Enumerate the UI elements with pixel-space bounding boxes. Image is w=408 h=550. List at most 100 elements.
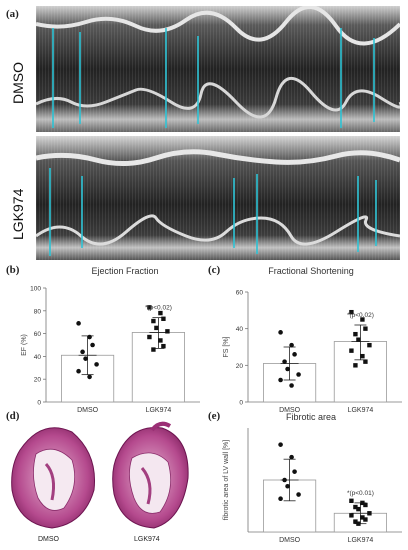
panel-label-d: (d) bbox=[6, 410, 20, 422]
data-point-lgk974 bbox=[363, 517, 368, 522]
x-tick-label: LGK974 bbox=[146, 407, 172, 414]
data-point-lgk974 bbox=[360, 353, 365, 359]
data-point-lgk974 bbox=[353, 331, 358, 337]
data-point-lgk974 bbox=[147, 305, 152, 310]
data-point-dmso bbox=[296, 372, 301, 377]
data-point-lgk974 bbox=[360, 317, 365, 322]
significance-annotation: *(p<0.01) bbox=[347, 490, 374, 497]
x-tick-label: LGK974 bbox=[348, 537, 374, 544]
data-point-lgk974 bbox=[353, 519, 358, 524]
chart-title-fs: Fractional Shortening bbox=[268, 266, 354, 276]
echo-image-lgk974 bbox=[36, 136, 400, 260]
y-tick-label: 20 bbox=[34, 377, 42, 384]
data-point-lgk974 bbox=[154, 325, 159, 331]
data-point-dmso bbox=[285, 483, 290, 489]
echo-markers-dmso bbox=[52, 28, 375, 128]
data-point-dmso bbox=[87, 374, 92, 380]
chart-ef: 0 20 40 60 80 100 EF (%) DMSO LGK974 *(p<0.02) bbox=[21, 286, 200, 414]
data-point-dmso bbox=[285, 366, 290, 372]
data-point-lgk974 bbox=[161, 343, 166, 349]
chart-title-ef: Ejection Fraction bbox=[91, 266, 159, 276]
data-point-dmso bbox=[278, 442, 283, 447]
x-tick-label: LGK974 bbox=[348, 407, 374, 414]
data-point-lgk974 bbox=[151, 318, 156, 324]
data-point-lgk974 bbox=[165, 329, 170, 334]
y-tick-label: 0 bbox=[37, 400, 41, 407]
data-point-lgk974 bbox=[161, 316, 166, 321]
histology-image bbox=[11, 421, 189, 529]
data-point-dmso bbox=[292, 469, 297, 474]
histology-caption-lgk974: LGK974 bbox=[134, 536, 160, 543]
y-tick-label: 60 bbox=[34, 331, 42, 338]
y-axis-label: fibrotic area of LV wall [%] bbox=[223, 440, 230, 520]
data-point-dmso bbox=[278, 377, 283, 383]
data-point-lgk974 bbox=[367, 511, 372, 516]
data-point-dmso bbox=[282, 477, 287, 483]
y-tick-label: 0 bbox=[239, 400, 243, 407]
data-point-lgk974 bbox=[356, 521, 361, 526]
data-point-dmso bbox=[289, 454, 294, 460]
echo-svg-lgk974 bbox=[36, 136, 400, 260]
y-axis-label: FS [%] bbox=[223, 336, 230, 357]
data-point-lgk974 bbox=[349, 309, 354, 315]
histology-caption-dmso: DMSO bbox=[38, 536, 59, 543]
data-point-dmso bbox=[296, 492, 301, 497]
significance-annotation: *(p<0.02) bbox=[145, 305, 172, 312]
echo-row-label-lgk974: LGK974 bbox=[10, 188, 26, 240]
y-tick-label: 40 bbox=[236, 326, 244, 333]
x-tick-label: DMSO bbox=[279, 407, 301, 414]
data-point-lgk974 bbox=[363, 502, 368, 508]
data-point-dmso bbox=[292, 352, 297, 357]
echo-row-label-dmso: DMSO bbox=[10, 62, 26, 104]
panel-label-a: (a) bbox=[6, 8, 19, 20]
y-tick-label: 100 bbox=[30, 286, 41, 293]
y-tick-label: 60 bbox=[236, 290, 244, 297]
echo-image-dmso bbox=[36, 6, 400, 132]
data-point-lgk974 bbox=[158, 338, 163, 343]
panel-label-b: (b) bbox=[6, 264, 20, 276]
y-tick-label: 20 bbox=[236, 363, 244, 370]
data-point-lgk974 bbox=[349, 348, 354, 353]
data-point-dmso bbox=[94, 362, 99, 367]
data-point-lgk974 bbox=[353, 504, 358, 510]
data-point-dmso bbox=[278, 330, 283, 335]
data-point-dmso bbox=[278, 496, 283, 502]
chart-title-fibrotic: Fibrotic area bbox=[285, 412, 337, 422]
data-point-lgk974 bbox=[363, 326, 368, 331]
data-point-lgk974 bbox=[363, 359, 368, 364]
data-point-lgk974 bbox=[367, 342, 372, 348]
panel-label-c: (c) bbox=[208, 264, 221, 276]
x-tick-label: DMSO bbox=[279, 537, 301, 544]
echo-svg-dmso bbox=[36, 6, 400, 132]
data-point-dmso bbox=[90, 342, 95, 348]
significance-annotation: *(p<0.02) bbox=[347, 312, 374, 319]
y-tick-label: 40 bbox=[34, 354, 42, 361]
data-point-dmso bbox=[289, 342, 294, 348]
data-point-dmso bbox=[76, 368, 81, 374]
data-point-dmso bbox=[282, 359, 287, 364]
x-tick-label: DMSO bbox=[77, 407, 99, 414]
data-point-dmso bbox=[289, 383, 294, 388]
data-point-lgk974 bbox=[360, 515, 365, 520]
data-point-lgk974 bbox=[147, 334, 152, 340]
y-axis-label: EF (%) bbox=[21, 334, 28, 356]
data-point-dmso bbox=[80, 349, 85, 355]
data-point-lgk974 bbox=[349, 498, 354, 503]
echo-markers-lgk974 bbox=[49, 168, 377, 256]
chart-fibrotic: fibrotic area of LV wall [%] DMSO LGK974 *(… bbox=[223, 428, 402, 544]
chart-fs: 0 20 40 60 FS [%] DMSO LGK974 *(p<0.02) bbox=[223, 290, 402, 414]
data-point-lgk974 bbox=[353, 363, 358, 368]
heart-section-lgk974 bbox=[112, 421, 189, 529]
y-tick-label: 80 bbox=[34, 308, 42, 315]
panel-label-e: (e) bbox=[208, 410, 221, 422]
data-point-lgk974 bbox=[360, 500, 365, 506]
heart-section-dmso bbox=[11, 427, 96, 529]
data-point-lgk974 bbox=[356, 506, 361, 512]
data-point-dmso bbox=[76, 321, 81, 326]
data-point-lgk974 bbox=[356, 337, 361, 342]
data-point-dmso bbox=[87, 334, 92, 340]
data-point-dmso bbox=[83, 356, 88, 361]
data-point-lgk974 bbox=[349, 513, 354, 518]
data-point-lgk974 bbox=[151, 347, 156, 352]
data-point-lgk974 bbox=[158, 310, 163, 316]
